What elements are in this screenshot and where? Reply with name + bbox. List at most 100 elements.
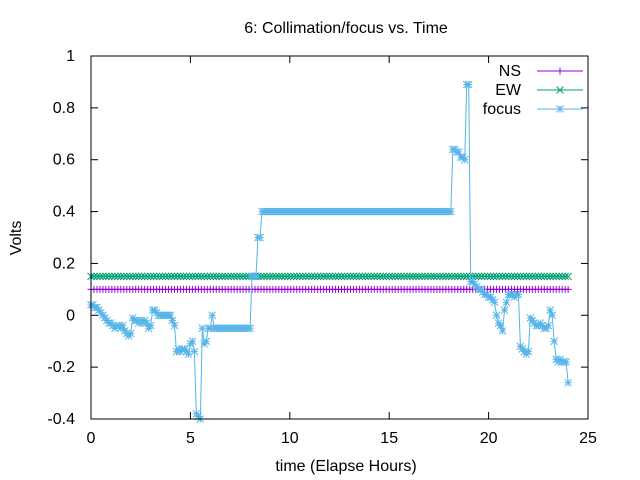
data-point-EW: [263, 272, 271, 281]
data-point-focus: [496, 321, 505, 330]
data-point-EW: [439, 272, 447, 281]
data-point-EW: [93, 272, 101, 281]
data-point-focus: [544, 321, 553, 330]
data-point-EW: [406, 272, 414, 281]
data-point-EW: [504, 272, 513, 281]
data-point-EW: [269, 272, 277, 281]
data-point-EW: [489, 272, 498, 281]
data-point-EW: [176, 272, 185, 281]
data-point-EW: [340, 272, 349, 281]
data-point-focus: [546, 306, 555, 314]
data-point-EW: [161, 272, 170, 281]
data-point-EW: [510, 272, 519, 281]
data-point-EW: [224, 272, 233, 281]
data-point-EW: [236, 272, 244, 281]
data-point-EW: [194, 272, 203, 281]
data-point-EW: [122, 272, 131, 281]
data-point-EW: [191, 272, 200, 281]
data-point-EW: [301, 272, 310, 281]
data-point-EW: [456, 272, 465, 281]
chart-title: 6: Collimation/focus vs. Time: [244, 20, 448, 37]
data-point-EW: [334, 272, 343, 281]
data-point-EW: [277, 272, 286, 281]
data-point-EW: [486, 272, 495, 281]
data-point-EW: [543, 272, 552, 281]
data-point-EW: [531, 272, 540, 281]
data-point-EW: [403, 272, 411, 281]
data-point-EW: [90, 272, 98, 281]
data-point-EW: [125, 272, 134, 281]
data-point-EW: [430, 272, 438, 281]
data-point-EW: [436, 272, 444, 281]
data-point-focus: [550, 337, 559, 346]
y-tick-label: 0.6: [53, 152, 75, 169]
data-point-focus: [524, 347, 533, 356]
data-point-EW: [397, 272, 405, 281]
data-point-EW: [218, 272, 227, 281]
data-point-EW: [233, 272, 241, 281]
data-point-EW: [325, 272, 334, 281]
data-point-EW: [477, 272, 486, 281]
data-point-EW: [131, 272, 140, 281]
data-point-focus: [548, 311, 557, 320]
data-point-focus: [142, 319, 151, 327]
data-point-EW: [495, 272, 504, 281]
data-point-focus: [246, 324, 254, 333]
data-point-EW: [516, 272, 525, 281]
data-point-focus: [500, 306, 509, 314]
series-layer: [87, 80, 572, 423]
data-point-EW: [382, 272, 391, 281]
data-point-EW: [105, 272, 113, 281]
data-point-focus: [184, 350, 193, 359]
series-line-focus: [91, 84, 569, 421]
series-focus: [87, 80, 572, 423]
data-point-EW: [415, 272, 423, 281]
data-point-EW: [513, 272, 522, 281]
data-point-EW: [170, 272, 179, 281]
data-point-EW: [310, 272, 319, 281]
data-point-EW: [519, 272, 528, 281]
data-point-focus: [170, 321, 179, 330]
data-point-EW: [113, 272, 122, 281]
data-point-EW: [355, 272, 364, 281]
data-point-EW: [242, 272, 250, 281]
data-point-focus: [252, 272, 260, 281]
data-point-focus: [464, 80, 473, 89]
data-point-EW: [272, 272, 280, 281]
data-point-EW: [230, 272, 238, 281]
data-point-EW: [367, 272, 376, 281]
data-point-EW: [331, 272, 340, 281]
data-point-EW: [212, 272, 221, 281]
data-point-EW: [433, 272, 441, 281]
data-point-focus: [198, 324, 207, 333]
data-point-EW: [522, 272, 531, 281]
data-point-focus: [454, 148, 463, 156]
data-point-EW: [182, 272, 191, 281]
data-point-EW: [215, 272, 224, 281]
data-point-EW: [239, 272, 247, 281]
data-point-focus: [118, 321, 127, 330]
data-point-EW: [394, 272, 402, 281]
data-point-EW: [361, 272, 370, 281]
data-point-EW: [534, 272, 543, 281]
data-point-EW: [298, 272, 307, 281]
data-point-EW: [227, 272, 236, 281]
data-point-focus: [564, 378, 572, 387]
data-point-EW: [376, 272, 385, 281]
data-point-EW: [442, 272, 450, 281]
data-point-focus: [498, 326, 507, 335]
data-point-EW: [200, 272, 209, 281]
data-point-EW: [558, 272, 567, 281]
y-tick-label: -0.2: [47, 359, 75, 376]
data-point-EW: [152, 272, 161, 281]
data-point-EW: [140, 272, 149, 281]
x-tick-label: 25: [579, 430, 597, 447]
data-point-EW: [444, 272, 453, 281]
data-point-EW: [447, 272, 456, 281]
data-point-EW: [185, 272, 194, 281]
data-point-EW: [370, 272, 379, 281]
data-point-EW: [364, 272, 373, 281]
y-tick-label: 0: [66, 307, 75, 324]
x-tick-label: 5: [186, 430, 195, 447]
